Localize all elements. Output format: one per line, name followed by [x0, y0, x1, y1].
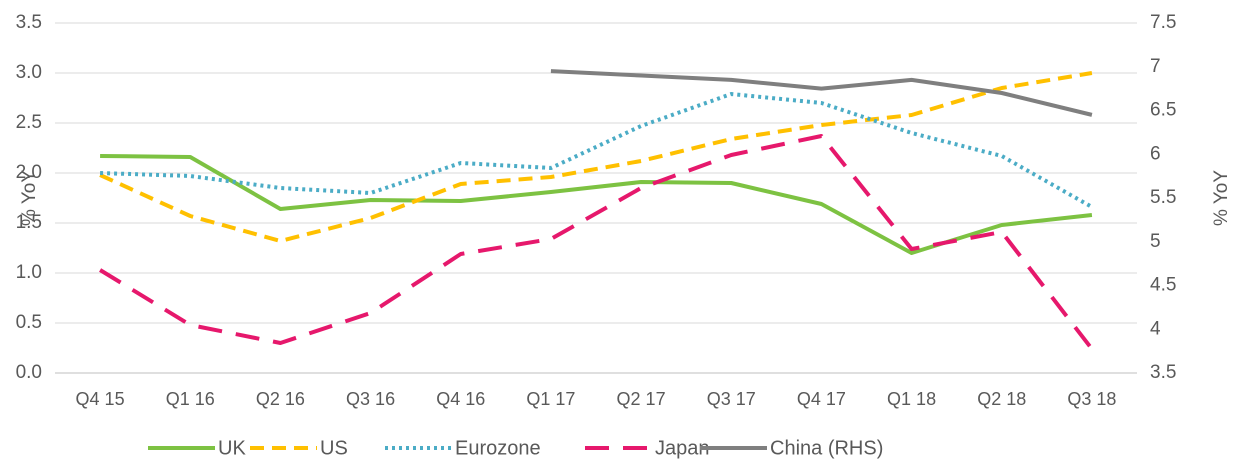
y2-tick-label: 4	[1150, 318, 1161, 339]
series-line	[99, 71, 1093, 243]
y2-tick-label: 3.5	[1150, 362, 1176, 383]
x-tick-label: Q4 17	[797, 389, 846, 409]
series-line	[100, 92, 1093, 209]
x-tick-label: Q2 17	[617, 389, 666, 409]
x-tick-label: Q1 17	[526, 389, 575, 409]
y-tick-label: 0.5	[16, 312, 42, 333]
y-tick-label: 1.0	[16, 262, 42, 283]
legend-label: Eurozone	[455, 437, 541, 459]
legend-label: US	[320, 437, 348, 459]
y-tick-label: 1.5	[16, 212, 42, 233]
y-axis-label: % YoY	[19, 170, 40, 226]
y2-tick-label: 6	[1150, 143, 1161, 164]
legend-label: China (RHS)	[770, 437, 883, 459]
y-tick-label: 0.0	[16, 362, 42, 383]
series-line	[99, 134, 1094, 351]
y2-tick-label: 6.5	[1150, 100, 1176, 121]
x-tick-label: Q2 18	[977, 389, 1026, 409]
x-tick-label: Q1 16	[166, 389, 215, 409]
y2-axis-label: % YoY	[1211, 170, 1232, 226]
y2-tick-label: 5	[1150, 231, 1161, 252]
y2-tick-label: 7	[1150, 56, 1161, 77]
x-tick-label: Q3 17	[707, 389, 756, 409]
series-line	[100, 154, 1093, 255]
x-tick-label: Q3 18	[1067, 389, 1116, 409]
y2-tick-label: 4.5	[1150, 275, 1176, 296]
x-tick-label: Q4 15	[76, 389, 125, 409]
y-tick-label: 2.5	[16, 112, 42, 133]
y-tick-label: 2.0	[16, 162, 42, 183]
y2-tick-label: 7.5	[1150, 12, 1176, 33]
x-tick-label: Q2 16	[256, 389, 305, 409]
x-tick-label: Q1 18	[887, 389, 936, 409]
series-line	[550, 69, 1093, 117]
legend-label: UK	[218, 437, 246, 459]
x-tick-label: Q3 16	[346, 389, 395, 409]
x-tick-label: Q4 16	[436, 389, 485, 409]
y2-tick-label: 5.5	[1150, 187, 1176, 208]
y-tick-label: 3.5	[16, 12, 42, 33]
y-tick-label: 3.0	[16, 62, 42, 83]
legend-label: Japan	[655, 437, 710, 459]
